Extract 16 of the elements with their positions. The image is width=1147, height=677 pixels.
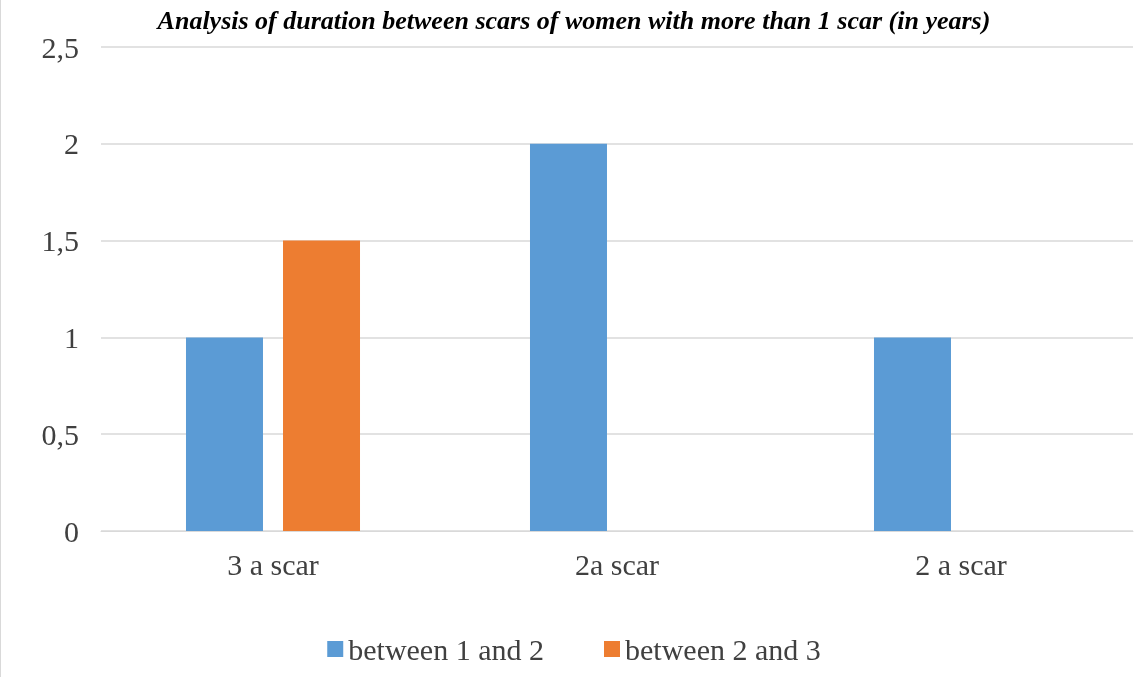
- legend-label: between 1 and 2: [348, 632, 544, 666]
- bar: [529, 143, 607, 531]
- y-tick-label: 2,5: [41, 30, 79, 64]
- y-tick-label: 2: [64, 127, 79, 161]
- x-tick-label: 3 a scar: [227, 547, 319, 581]
- chart-title: Analysis of duration between scars of women with more than 1 scar (in years): [155, 5, 991, 35]
- y-tick-label: 1,5: [41, 224, 79, 258]
- x-tick-label: 2a scar: [574, 547, 660, 581]
- bar: [873, 337, 951, 531]
- x-tick-label: 2 a scar: [915, 547, 1007, 581]
- y-tick-label: 1: [64, 320, 79, 354]
- y-tick-label: 0,5: [41, 417, 79, 451]
- bar: [185, 337, 263, 531]
- bar: [283, 240, 361, 531]
- y-tick-label: 0: [64, 514, 79, 548]
- legend-label: between 2 and 3: [625, 632, 821, 666]
